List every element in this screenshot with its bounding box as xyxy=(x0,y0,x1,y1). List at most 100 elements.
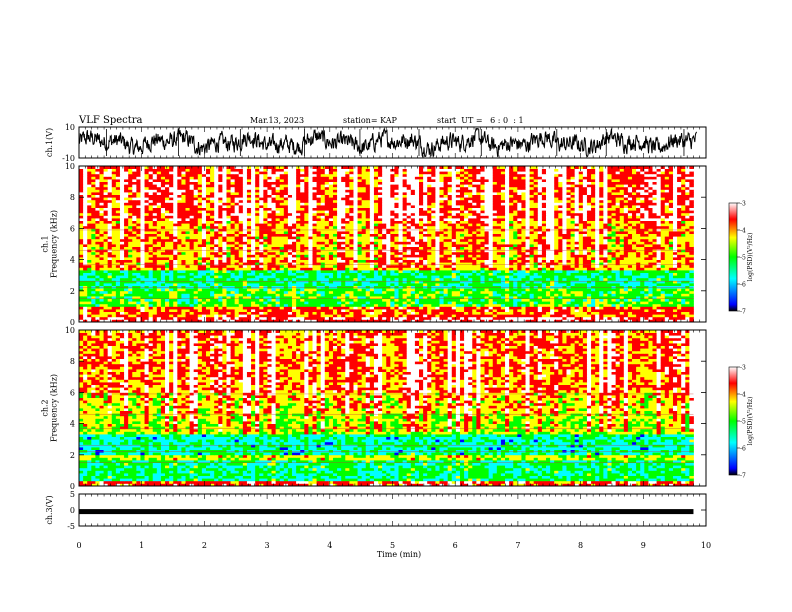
spectrogram-cell xyxy=(500,314,506,318)
spectrogram-cell xyxy=(615,251,621,255)
spectrogram-cell xyxy=(279,272,285,276)
spectrogram-cell xyxy=(267,309,272,312)
spectrogram-cell xyxy=(259,303,264,307)
spectrogram-cell xyxy=(111,290,117,294)
spectrogram-cell xyxy=(275,277,281,281)
spectrogram-cell xyxy=(423,249,428,253)
spectrogram-cell xyxy=(668,314,674,318)
spectrogram-cell xyxy=(308,238,313,242)
spectrogram-cell xyxy=(103,249,109,253)
spectrogram-cell xyxy=(390,275,395,279)
spectrogram-cell xyxy=(369,316,375,320)
spectrogram-cell xyxy=(99,270,104,273)
spectrogram-cell xyxy=(365,309,371,312)
spectrogram-cell xyxy=(468,254,473,258)
spectrogram-cell xyxy=(337,257,342,260)
spectrogram-cell xyxy=(251,293,256,297)
spectrogram-cell xyxy=(308,249,313,253)
spectrogram-cell xyxy=(464,264,469,268)
spectrogram-cell xyxy=(591,280,596,284)
spectrogram-cell xyxy=(664,275,670,279)
spectrogram-cell xyxy=(492,301,498,305)
spectrogram-cell xyxy=(648,288,653,292)
spectrogram-cell xyxy=(619,283,625,286)
spectrogram-cell xyxy=(410,309,416,312)
spectrogram-cell xyxy=(410,262,416,266)
spectrogram-cell xyxy=(124,272,129,276)
spectrogram-cell xyxy=(193,275,199,279)
spectrogram-cell xyxy=(337,298,342,302)
spectrogram-cell xyxy=(255,275,260,279)
spectrogram-cell xyxy=(611,306,617,310)
spectrogram-cell xyxy=(259,288,264,292)
spectrogram-cell xyxy=(488,241,494,245)
spectrogram-cell xyxy=(505,275,510,279)
spectrogram-cell xyxy=(316,275,322,279)
spectrogram-cell xyxy=(529,298,535,302)
spectrogram-cell xyxy=(328,280,334,284)
spectrogram-cell xyxy=(361,251,367,255)
spectrogram-cell xyxy=(427,270,432,273)
spectrogram-cell xyxy=(365,249,371,253)
spectrogram-cell xyxy=(500,316,506,320)
spectrogram-cell xyxy=(324,298,330,302)
spectrogram-cell xyxy=(435,246,440,250)
spectrogram-cell xyxy=(283,316,289,320)
spectrogram-cell xyxy=(644,267,649,271)
spectrogram-cell xyxy=(521,311,526,315)
spectrogram-cell xyxy=(451,277,457,281)
spectrogram-cell xyxy=(201,280,207,284)
spectrogram-cell xyxy=(115,275,121,279)
spectrogram-cell xyxy=(578,275,584,279)
spectrogram-cell xyxy=(394,267,399,271)
spectrogram-cell xyxy=(222,283,227,286)
spectrogram-cell xyxy=(668,254,674,258)
spectrogram-cell xyxy=(439,272,444,276)
spectrogram-cell xyxy=(332,257,338,260)
spectrogram-cell xyxy=(599,270,604,273)
spectrogram-cell xyxy=(619,270,625,273)
spectrogram-cell xyxy=(423,259,428,263)
spectrogram-cell xyxy=(414,311,420,315)
spectrogram-cell xyxy=(611,316,617,320)
spectrogram-cell xyxy=(603,316,608,320)
spectrogram-cell xyxy=(656,303,662,307)
spectrogram-cell xyxy=(484,296,490,299)
spectrogram-cell xyxy=(357,259,363,263)
spectrogram-cell xyxy=(480,272,485,276)
spectrogram-cell xyxy=(328,285,334,289)
spectrogram-cell xyxy=(554,280,559,284)
spectrogram-cell xyxy=(447,264,453,268)
spectrogram-cell xyxy=(529,246,535,250)
spectrogram-cell xyxy=(124,275,129,279)
spectrogram-cell xyxy=(648,246,653,250)
spectrogram-cell xyxy=(455,259,461,263)
spectrogram-cell xyxy=(545,314,551,318)
spectrogram-cell xyxy=(562,316,567,320)
spectrogram-cell xyxy=(226,270,231,273)
spectrogram-cell xyxy=(484,238,490,242)
spectrogram-cell xyxy=(369,277,375,281)
spectrogram-cell xyxy=(562,270,567,273)
spectrogram-cell xyxy=(529,290,535,294)
spectrogram-cell xyxy=(476,280,481,284)
spectrogram-cell xyxy=(529,262,535,266)
spectrogram-cell xyxy=(185,311,191,315)
spectrogram-cell xyxy=(505,280,510,284)
spectrogram-cell xyxy=(218,254,223,258)
spectrogram-cell xyxy=(468,290,473,294)
spectrogram-cell xyxy=(632,264,637,268)
spectrogram-cell xyxy=(132,259,137,263)
spectrogram-cell xyxy=(500,238,506,242)
spectrogram-cell xyxy=(435,311,440,315)
spectrogram-cell xyxy=(369,257,375,260)
spectrogram-cell xyxy=(525,290,531,294)
spectrogram-cell xyxy=(296,306,301,310)
spectrogram-cell xyxy=(607,259,612,263)
spectrogram-cell xyxy=(361,272,367,276)
spectrogram-cell xyxy=(537,277,543,281)
spectrogram-cell xyxy=(189,285,195,289)
spectrogram-cell xyxy=(132,241,137,245)
spectrogram-cell xyxy=(390,246,395,250)
spectrogram-cell xyxy=(345,314,350,318)
